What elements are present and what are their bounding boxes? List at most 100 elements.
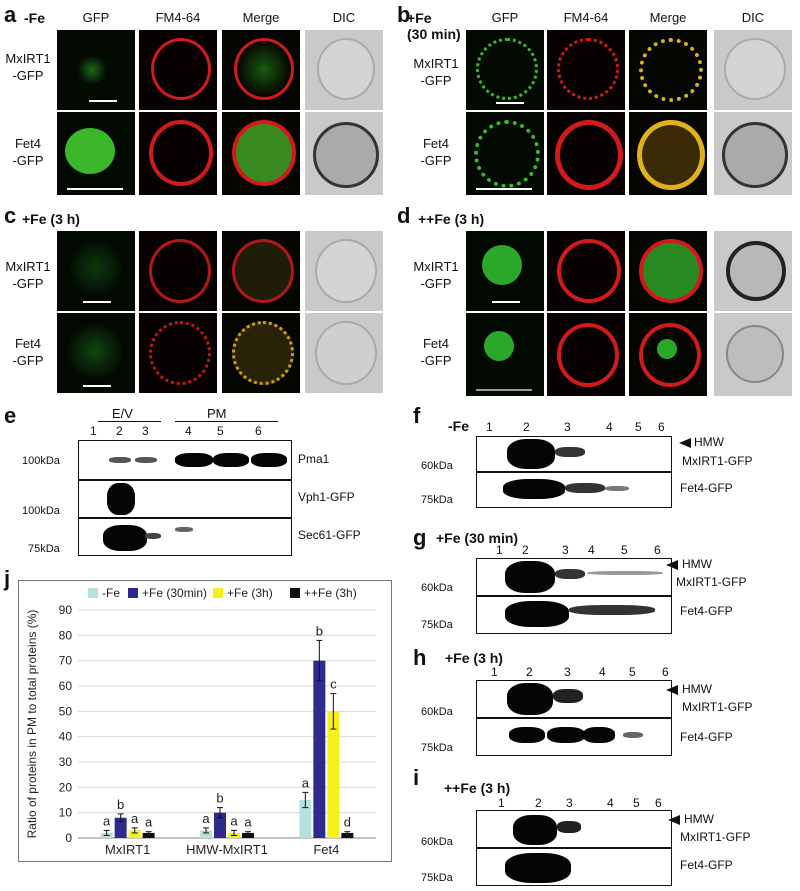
panel-a-condition: -Fe bbox=[24, 10, 45, 26]
bar-0-2 bbox=[128, 830, 141, 838]
label-fet4-i: Fet4-GFP bbox=[680, 858, 733, 872]
y-tick-label-10: 10 bbox=[59, 806, 73, 820]
row-mxirt1-d: MxIRT1 -GFP bbox=[413, 259, 459, 291]
group-ev: E/V bbox=[112, 406, 133, 421]
micrograph-a-dic-2 bbox=[305, 112, 383, 195]
label-mxirt1-h: MxIRT1-GFP bbox=[682, 700, 753, 714]
bar-1-1 bbox=[214, 812, 226, 838]
blot-e-vph1 bbox=[78, 480, 292, 518]
significance-letter-2-0: a bbox=[302, 775, 310, 790]
legend-swatch-3 bbox=[290, 588, 300, 598]
y-tick-label-40: 40 bbox=[59, 730, 73, 744]
lane-f-5: 5 bbox=[635, 420, 642, 434]
group-ev-line bbox=[98, 421, 161, 422]
bar-2-3 bbox=[341, 832, 354, 838]
lane-e-2: 2 bbox=[116, 424, 123, 438]
micrograph-c-gfp-2 bbox=[57, 313, 135, 393]
col-fm-a: FM4-64 bbox=[155, 10, 201, 25]
col-gfp-b: GFP bbox=[491, 10, 519, 25]
hmw-arrow-i bbox=[668, 815, 680, 825]
lane-i-4: 4 bbox=[607, 796, 614, 810]
micrograph-b-dic-2 bbox=[714, 112, 792, 195]
significance-letter-0-3: a bbox=[145, 815, 153, 830]
lane-f-6: 6 bbox=[658, 420, 665, 434]
legend-label-1: +Fe (30min) bbox=[142, 586, 207, 600]
legend-label-3: ++Fe (3h) bbox=[304, 586, 357, 600]
significance-letter-0-1: b bbox=[117, 797, 124, 812]
y-tick-label-30: 30 bbox=[59, 755, 73, 769]
significance-letter-0-0: a bbox=[103, 813, 111, 828]
row-mxirt1-a: MxIRT1 -GFP bbox=[5, 51, 51, 83]
marker-e-2: 100kDa bbox=[22, 505, 60, 517]
bar-1-3 bbox=[242, 832, 254, 838]
micrograph-a-gfp-2 bbox=[57, 112, 135, 195]
micrograph-a-dic-1 bbox=[305, 30, 383, 110]
y-tick-label-80: 80 bbox=[59, 628, 73, 642]
micrograph-a-fm-1 bbox=[139, 30, 217, 110]
micrograph-a-merge-2 bbox=[222, 112, 300, 195]
x-tick-label-1: HMW-MxIRT1 bbox=[186, 842, 268, 857]
col-dic-b: DIC bbox=[741, 10, 765, 25]
bar-0-1 bbox=[114, 817, 127, 838]
x-tick-label-2: Fet4 bbox=[313, 842, 339, 857]
lane-g-2: 2 bbox=[522, 543, 529, 557]
group-pm: PM bbox=[207, 406, 227, 421]
panel-a-letter: a bbox=[4, 2, 17, 27]
y-tick-label-60: 60 bbox=[59, 679, 73, 693]
lane-h-1: 1 bbox=[491, 665, 498, 679]
group-pm-line bbox=[175, 421, 278, 422]
row-fet4-a: Fet4 -GFP bbox=[12, 136, 44, 168]
lane-i-2: 2 bbox=[535, 796, 542, 810]
marker-f-60: 60kDa bbox=[421, 460, 453, 472]
micrograph-c-gfp-1 bbox=[57, 231, 135, 311]
micrograph-d-dic-2 bbox=[714, 313, 792, 396]
lane-h-3: 3 bbox=[564, 665, 571, 679]
label-pma1: Pma1 bbox=[298, 452, 330, 466]
hmw-arrow-h bbox=[666, 685, 678, 695]
label-hmw-h: HMW bbox=[682, 682, 712, 696]
micrograph-a-fm-2 bbox=[139, 112, 217, 195]
lane-e-6: 6 bbox=[255, 424, 262, 438]
marker-h-60: 60kDa bbox=[421, 706, 453, 718]
y-tick-label-20: 20 bbox=[59, 780, 73, 794]
y-tick-label-90: 90 bbox=[59, 603, 73, 617]
panel-b-letter: b bbox=[397, 2, 411, 27]
micrograph-d-merge-2 bbox=[629, 313, 707, 396]
marker-e-3: 75kDa bbox=[28, 543, 60, 555]
lane-f-3: 3 bbox=[564, 420, 571, 434]
significance-letter-1-0: a bbox=[202, 811, 210, 826]
marker-f-75: 75kDa bbox=[421, 494, 453, 506]
y-tick-label-70: 70 bbox=[59, 654, 73, 668]
micrograph-b-gfp-2 bbox=[466, 112, 544, 195]
marker-h-75: 75kDa bbox=[421, 742, 453, 754]
bar-2-0 bbox=[299, 800, 312, 838]
lane-i-1: 1 bbox=[498, 796, 505, 810]
label-fet4-f: Fet4-GFP bbox=[680, 481, 733, 495]
panel-g-condition: +Fe (30 min) bbox=[436, 530, 519, 546]
col-merge-a: Merge bbox=[242, 10, 280, 25]
row-fet4-c: Fet4 -GFP bbox=[12, 336, 44, 368]
panel-d-condition: ++Fe (3 h) bbox=[418, 211, 485, 227]
lane-h-4: 4 bbox=[599, 665, 606, 679]
y-axis-label: Ratio of proteins in PM to total protein… bbox=[25, 610, 39, 839]
lane-f-4: 4 bbox=[606, 420, 613, 434]
x-tick-label-0: MxIRT1 bbox=[105, 842, 150, 857]
col-dic-a: DIC bbox=[332, 10, 356, 25]
panel-d-letter: d bbox=[397, 203, 411, 228]
lane-f-1: 1 bbox=[486, 420, 493, 434]
bar-chart: 0 10 20 30 40 50 60 70 80 90 Ratio of proteins in … bbox=[25, 586, 376, 857]
bar-2-1 bbox=[313, 660, 326, 838]
row-fet4-d: Fet4 -GFP bbox=[420, 336, 452, 368]
hmw-arrow-g bbox=[666, 560, 678, 570]
panel-g-letter: g bbox=[413, 525, 427, 550]
significance-letter-1-3: a bbox=[244, 815, 252, 830]
panel-f-letter: f bbox=[413, 403, 421, 428]
panel-e-letter: e bbox=[4, 403, 17, 428]
micrograph-a-merge-1 bbox=[222, 30, 300, 110]
label-hmw-f: HMW bbox=[694, 435, 724, 449]
row-mxirt1-c: MxIRT1 -GFP bbox=[5, 259, 51, 291]
label-hmw-g: HMW bbox=[682, 557, 712, 571]
label-mxirt1-i: MxIRT1-GFP bbox=[680, 830, 751, 844]
marker-g-60: 60kDa bbox=[421, 582, 453, 594]
micrograph-d-fm-1 bbox=[547, 231, 625, 311]
